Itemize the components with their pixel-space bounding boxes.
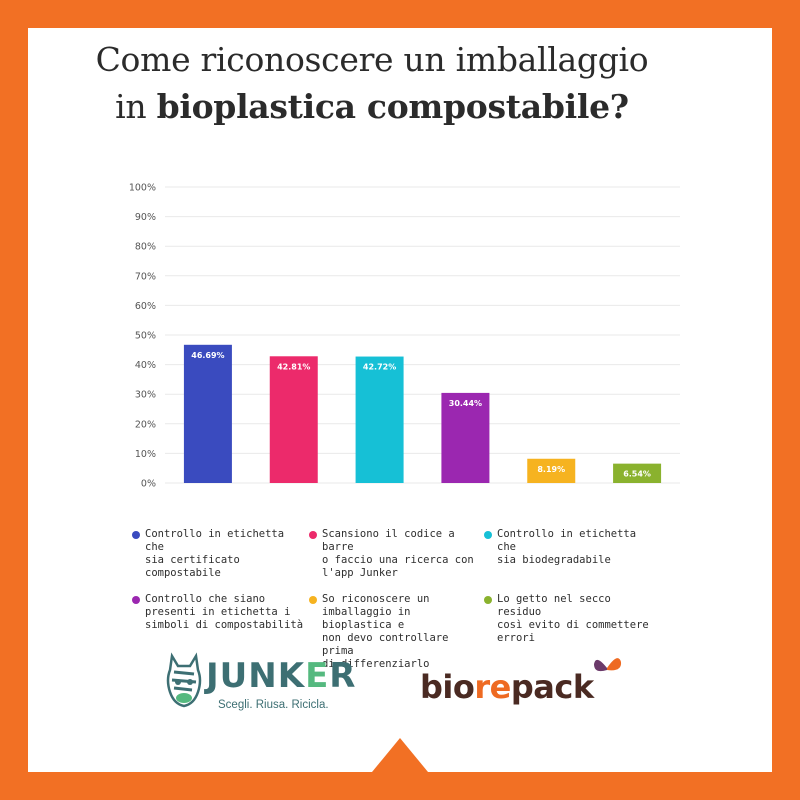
zebra-icon [166,652,202,708]
legend-marker [132,596,140,604]
y-tick-label: 70% [135,271,156,282]
bar [269,356,318,483]
data-label: 6.54% [623,470,651,479]
y-tick-label: 20% [135,419,156,430]
y-tick-label: 10% [135,449,156,460]
y-tick-label: 50% [135,331,156,342]
legend-marker [309,531,317,539]
title-bold: bioplastica compostabile? [156,87,630,126]
legend-item: Controllo che siano presenti in etichett… [132,593,305,632]
junker-logo: JUNKER Scegli. Riusa. Ricicla. [162,652,355,722]
bar [613,463,662,483]
page-title: Come riconoscere un imballaggio in biopl… [0,36,744,130]
biorepack-logo: biorepack [420,652,622,722]
legend-label: Lo getto nel secco residuo così evito di… [497,593,649,644]
y-tick-label: 60% [135,301,156,312]
biorepack-wordmark: biorepack [420,668,594,706]
legend-label: So riconoscere un imballaggio in bioplas… [322,593,449,670]
legend-label: Controllo in etichetta che sia biodegrad… [497,528,637,566]
y-tick-label: 100% [129,183,156,194]
legend-marker [309,596,317,604]
bottom-notch [372,738,428,772]
legend-marker [484,531,492,539]
bar [355,356,404,483]
title-prefix: in [115,87,157,126]
title-line-1: Come riconoscere un imballaggio [95,40,649,79]
legend-item: Scansiono il codice a barre o faccio una… [309,528,482,580]
bar [527,458,576,483]
legend-item: Lo getto nel secco residuo così evito di… [484,593,657,645]
y-tick-label: 90% [135,212,156,223]
data-label: 8.19% [537,465,565,474]
data-label: 42.72% [363,363,396,372]
bar [441,392,490,483]
y-tick-label: 30% [135,390,156,401]
data-label: 46.69% [191,351,224,360]
y-tick-label: 0% [141,479,156,490]
legend-item: So riconoscere un imballaggio in bioplas… [309,593,482,671]
legend-label: Controllo in etichetta che sia certifica… [145,528,285,579]
legend-marker [132,531,140,539]
junker-wordmark: JUNKER [206,656,357,696]
y-tick-label: 40% [135,360,156,371]
data-label: 42.81% [277,362,310,371]
legend-item: Controllo in etichetta che sia biodegrad… [484,528,657,567]
butterfly-icon [594,658,622,672]
bar [183,344,232,483]
legend-marker [484,596,492,604]
junker-tagline: Scegli. Riusa. Ricicla. [218,699,329,711]
data-label: 30.44% [449,399,482,408]
title-line-2: in bioplastica compostabile? [0,83,744,130]
y-tick-label: 80% [135,242,156,253]
legend-label: Controllo che siano presenti in etichett… [145,593,304,631]
legend-item: Controllo in etichetta che sia certifica… [132,528,305,580]
legend-label: Scansiono il codice a barre o faccio una… [322,528,474,579]
